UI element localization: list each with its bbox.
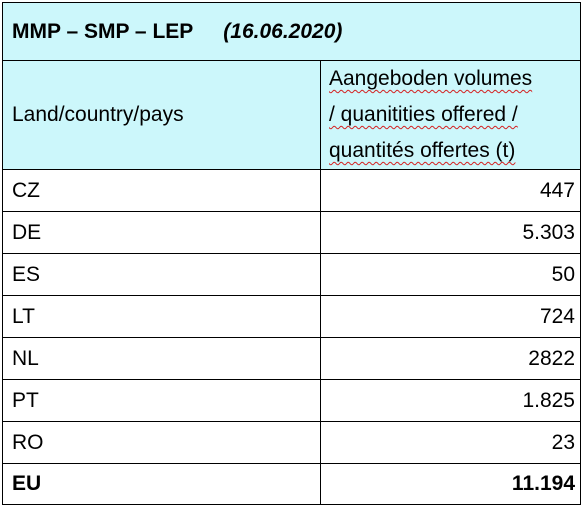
volume-cell: 23 (320, 421, 581, 464)
country-cell: DE (2, 211, 321, 254)
volume-cell: 724 (320, 295, 581, 338)
country-header-label: Land/country/pays (12, 103, 184, 126)
country-cell: PT (2, 379, 321, 422)
country-cell: CZ (2, 169, 321, 212)
total-volume-cell: 11.194 (320, 463, 581, 505)
country-column-header: Land/country/pays (2, 60, 321, 170)
volume-column-header: Aangeboden volumes / quanitities offered… (320, 60, 581, 170)
volume-cell: 1.825 (320, 379, 581, 422)
table-row: PT 1.825 (2, 379, 581, 422)
volume-header-line-3: quantités offertes (t) (329, 139, 516, 162)
table-row: ES 50 (2, 253, 581, 296)
country-cell: ES (2, 253, 321, 296)
volume-header-line-1: Aangeboden volumes (329, 67, 533, 90)
table-row: LT 724 (2, 295, 581, 338)
volume-cell: 447 (320, 169, 581, 212)
volume-cell: 5.303 (320, 211, 581, 254)
table-row: NL 2822 (2, 337, 581, 380)
table-title-cell: MMP – SMP – LEP (16.06.2020) (2, 2, 581, 61)
volume-header-line-2: / quanitities offered / (329, 103, 518, 126)
country-cell: LT (2, 295, 321, 338)
volume-cell: 2822 (320, 337, 581, 380)
table-row: DE 5.303 (2, 211, 581, 254)
column-header-row: Land/country/pays Aangeboden volumes / q… (2, 60, 581, 170)
volume-cell: 50 (320, 253, 581, 296)
table-row: CZ 447 (2, 169, 581, 212)
document-title: MMP – SMP – LEP (12, 19, 194, 43)
table-row: RO 23 (2, 421, 581, 464)
country-cell: NL (2, 337, 321, 380)
total-label-cell: EU (2, 463, 321, 505)
table-title-row: MMP – SMP – LEP (16.06.2020) (2, 2, 581, 61)
country-cell: RO (2, 421, 321, 464)
document-date: (16.06.2020) (223, 19, 343, 43)
total-row: EU 11.194 (2, 463, 581, 505)
